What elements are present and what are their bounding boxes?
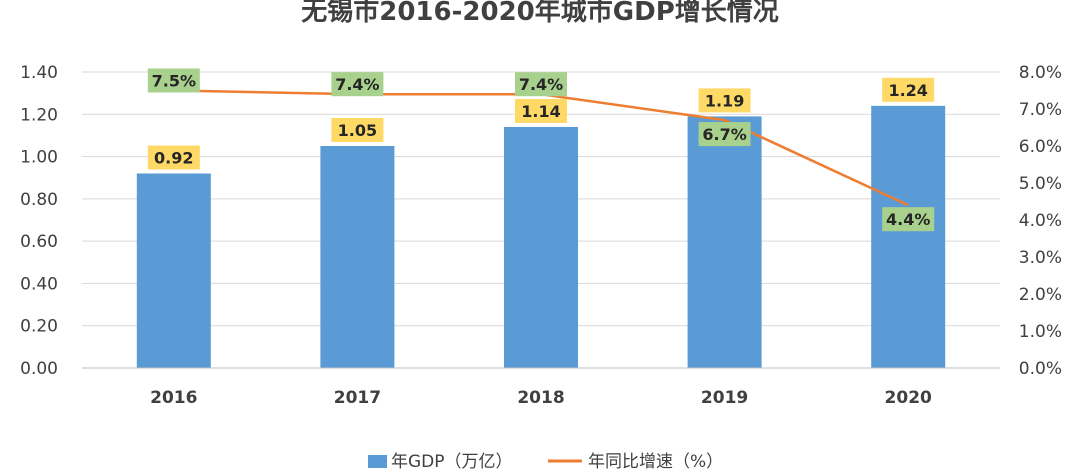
left-tick-label: 0.60	[20, 232, 58, 252]
bar-data-label-bg	[147, 145, 200, 170]
bar	[320, 146, 395, 368]
bar-data-label: 1.24	[888, 81, 927, 100]
line-data-label-bg	[331, 72, 384, 97]
chart-title: 无锡市2016-2020年城市GDP增长情况	[301, 0, 779, 27]
x-tick-label: 2016	[150, 388, 197, 408]
right-tick-label: 4.0%	[1019, 211, 1062, 231]
line-data-label: 7.4%	[519, 75, 563, 94]
line-data-label: 6.7%	[702, 125, 746, 144]
line-data-label-bg	[147, 68, 200, 93]
left-tick-label: 1.40	[20, 63, 58, 83]
bar	[687, 116, 762, 369]
left-tick-label: 0.40	[20, 274, 58, 294]
line-data-label-bg	[882, 207, 935, 232]
legend-line-label: 年同比增速（%）	[588, 452, 723, 471]
left-tick-label: 1.00	[20, 148, 58, 168]
bar	[871, 105, 946, 368]
x-tick-label: 2020	[885, 388, 932, 408]
right-tick-label: 2.0%	[1019, 285, 1062, 305]
legend-bar-swatch	[368, 455, 387, 468]
x-axis: 2016 2017 2018 2019 2020	[82, 367, 1000, 408]
left-tick-label: 0.20	[20, 317, 58, 337]
x-tick-label: 2019	[701, 388, 748, 408]
line-data-label: 7.5%	[152, 72, 196, 91]
bar-data-label: 0.92	[154, 148, 193, 167]
bar-data-label: 1.05	[338, 121, 377, 140]
bar-data-label-bg	[515, 98, 567, 123]
data-labels: 0.92 1.05 1.14 1.19 1.24 7.5% 7.4% 7.4% 6.7% 4.4%	[147, 68, 935, 232]
bar	[136, 173, 211, 368]
right-tick-label: 5.0%	[1019, 174, 1062, 194]
left-tick-label: 0.00	[20, 359, 58, 379]
line-data-label: 4.4%	[886, 210, 930, 229]
legend: 年GDP（万亿） 年同比增速（%）	[368, 452, 723, 471]
bar-series	[136, 105, 946, 369]
bar-data-label-bg	[331, 118, 384, 142]
bar	[504, 126, 578, 368]
legend-bar-label: 年GDP（万亿）	[391, 452, 513, 471]
bar-data-label: 1.14	[521, 102, 560, 121]
x-tick-label: 2017	[334, 388, 381, 408]
right-tick-label: 1.0%	[1019, 322, 1062, 342]
right-tick-label: 8.0%	[1019, 63, 1062, 83]
x-tick-label: 2018	[517, 388, 564, 408]
left-y-axis: 0.00 0.20 0.40 0.60 0.80 1.00 1.20 1.40	[20, 63, 58, 379]
right-y-axis: 0.0% 1.0% 2.0% 3.0% 4.0% 5.0% 6.0% 7.0% 8.0%	[1019, 63, 1062, 379]
right-tick-label: 3.0%	[1019, 248, 1062, 268]
bar-data-label: 1.19	[705, 91, 744, 110]
right-tick-label: 7.0%	[1019, 100, 1062, 120]
bar-data-label-bg	[882, 77, 935, 102]
line-data-label-bg	[698, 122, 751, 147]
right-tick-label: 0.0%	[1019, 359, 1062, 379]
bar-data-label-bg	[698, 88, 751, 113]
left-tick-label: 0.80	[20, 190, 58, 210]
line-data-label-bg	[515, 72, 567, 97]
line-data-label: 7.4%	[335, 75, 379, 94]
left-tick-label: 1.20	[20, 105, 58, 125]
right-tick-label: 6.0%	[1019, 137, 1062, 157]
